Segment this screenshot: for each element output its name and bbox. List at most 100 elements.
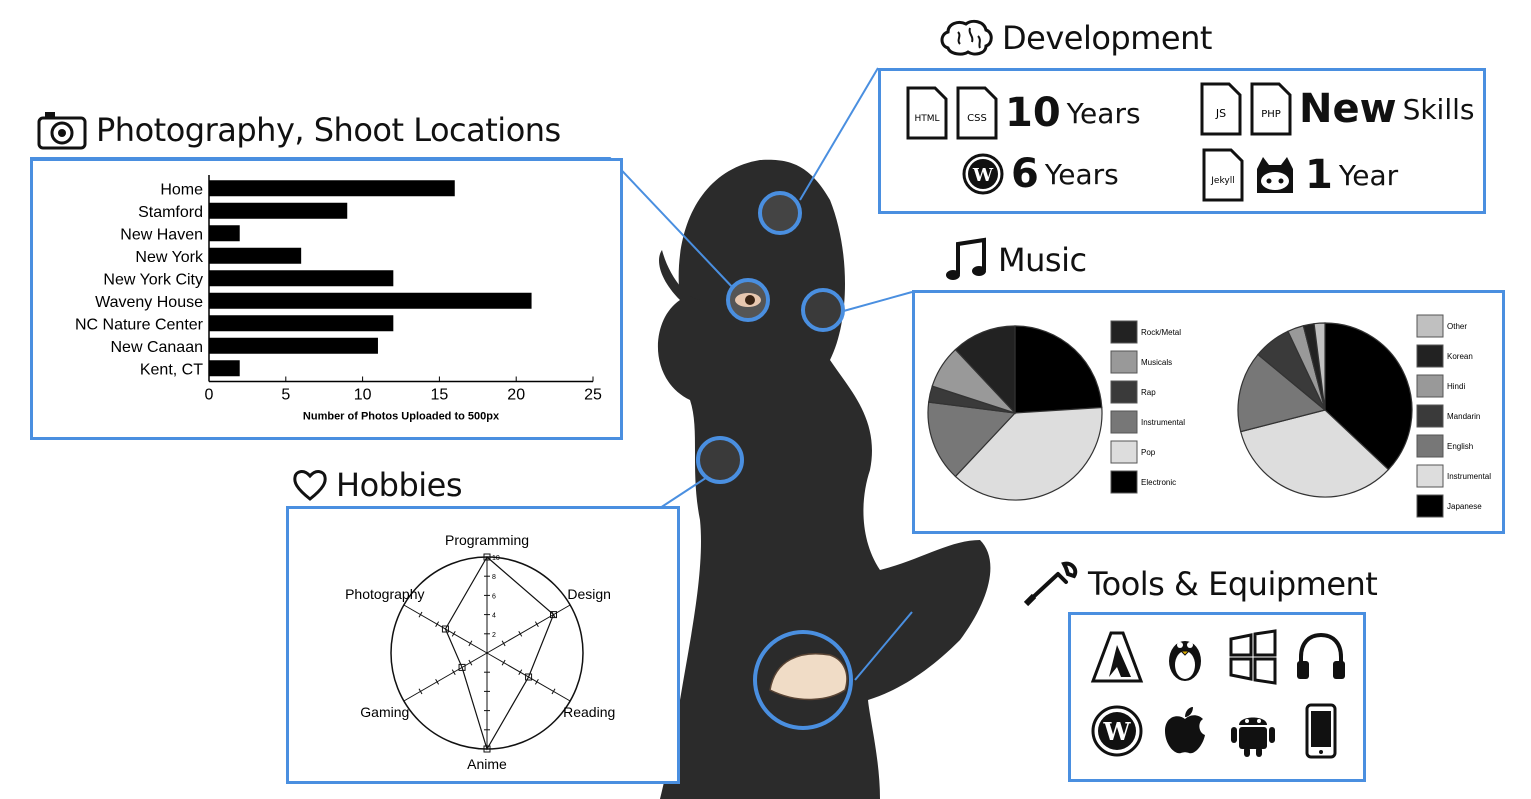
heart-icon (293, 470, 327, 501)
language-pie-legend-swatch (1416, 464, 1444, 488)
genre-pie-slice (954, 406, 1103, 501)
genre-pie-legend-swatch (1110, 440, 1138, 464)
bar (209, 315, 394, 332)
dev-row-jekyll-github: Jekyll 1 Year (1201, 147, 1398, 203)
bar (209, 360, 240, 377)
language-pie-slice (1237, 353, 1327, 433)
radar-point (483, 553, 491, 561)
language-pie-legend-label: Mandarin (1447, 412, 1480, 421)
svg-text:PHP: PHP (1261, 109, 1281, 120)
language-pie-legend-label: Hindi (1447, 382, 1465, 391)
x-axis-title: Number of Photos Uploaded to 500px (303, 411, 500, 423)
genre-pie-legend-swatch (1110, 380, 1138, 404)
windows-icon (1229, 629, 1277, 685)
language-pie-slice (1313, 322, 1326, 411)
radar-tick (435, 678, 440, 685)
svg-text:JS: JS (1215, 107, 1226, 120)
radar-axis (486, 604, 571, 654)
radar-tick-label: 4 (492, 613, 496, 620)
radar-tick (418, 688, 423, 695)
dev-jekyll-years: 1 (1305, 152, 1333, 198)
hobbies-panel: 2 4 6 8 10 Programming Design Reading Anime Gamin… (286, 506, 680, 784)
bar-category-label: Waveny House (95, 294, 203, 311)
genre-pie-slice (927, 401, 1017, 478)
bar-category-label: Kent, CT (140, 361, 203, 378)
language-pie-legend-label: Other (1447, 322, 1467, 331)
genre-pie-slice (954, 325, 1016, 415)
radar-axis-label: Reading (563, 704, 615, 720)
photography-title-text: Photography, Shoot Locations (96, 111, 561, 149)
radar-point (458, 663, 466, 671)
connector-development (799, 67, 879, 201)
connector-tools (854, 611, 913, 681)
connector-music (839, 291, 913, 313)
dev-row-js-php: JS PHP New Skills (1199, 81, 1474, 137)
github-icon (1257, 157, 1293, 193)
hair-circle (801, 288, 845, 332)
development-title: Development (938, 18, 1212, 58)
radar-tick (418, 611, 423, 618)
tools-title-text: Tools & Equipment (1088, 565, 1378, 603)
css-file-icon: CSS (956, 86, 998, 140)
radar-point (441, 625, 449, 633)
music-title-text: Music (998, 241, 1087, 279)
bar-category-label: New York City (103, 271, 203, 288)
adobe-icon (1090, 631, 1144, 683)
radar-tick (568, 602, 573, 608)
radar-axis-label: Design (567, 586, 611, 602)
svg-text:W: W (1103, 717, 1132, 746)
dev-html-css-unit: Years (1066, 96, 1141, 130)
camera-icon (37, 112, 87, 150)
language-pie-slice (1240, 409, 1390, 498)
x-tick-label: 20 (507, 387, 525, 404)
radar-tick-label: 2 (492, 632, 496, 639)
radar-axis-label: Photography (345, 586, 424, 602)
language-pie-legend-swatch (1416, 494, 1444, 518)
genre-pie-legend-label: Pop (1141, 448, 1156, 457)
x-tick-label: 5 (281, 387, 290, 404)
tools-title: Tools & Equipment (1024, 560, 1378, 608)
music-title: Music (944, 236, 1087, 284)
tools-panel: W (1068, 612, 1366, 782)
android-icon (1231, 717, 1275, 757)
dev-jekyll-unit: Year (1338, 158, 1399, 192)
head-top-circle (758, 191, 802, 235)
svg-text:W: W (972, 165, 994, 186)
bar-category-label: New Haven (120, 226, 203, 243)
neck-circle (696, 436, 744, 484)
genre-pie-legend-swatch (1110, 410, 1138, 434)
php-file-icon: PHP (1250, 82, 1292, 136)
x-tick-label: 15 (431, 387, 449, 404)
bar-category-label: NC Nature Center (75, 316, 204, 333)
radar-tick-label: 10 (492, 555, 500, 562)
jekyll-file-icon: Jekyll (1202, 148, 1244, 202)
genre-pie-legend-swatch (1110, 350, 1138, 374)
x-tick-label: 25 (584, 387, 602, 404)
radar-tick (551, 688, 556, 695)
html-file-icon: HTML (906, 86, 948, 140)
radar-tick (451, 630, 456, 637)
bar-category-label: Home (160, 181, 203, 198)
radar-tick (534, 678, 539, 685)
radar-point (525, 673, 533, 681)
js-file-icon: JS (1200, 82, 1242, 136)
dev-wordpress-unit: Years (1044, 157, 1119, 191)
bar (209, 247, 302, 264)
brain-icon (940, 19, 993, 56)
genre-pie-legend-label: Musicals (1141, 358, 1172, 367)
radar-axis-label: Programming (445, 532, 529, 548)
photography-title: Photography, Shoot Locations (36, 108, 561, 152)
radar-tick (518, 630, 523, 637)
svg-text:HTML: HTML (914, 114, 939, 124)
radar-point (550, 611, 558, 619)
radar-tick-label: 6 (492, 593, 496, 600)
bar-category-label: Stamford (138, 204, 203, 221)
language-pie-slice (1324, 322, 1413, 471)
radar-tick (401, 602, 406, 608)
photo-locations-bar-chart: Home Stamford New Haven New York New York Ci… (75, 175, 602, 423)
genre-pie-legend-label: Rap (1141, 388, 1156, 397)
radar-axis-label: Gaming (360, 704, 409, 720)
radar-axis (403, 652, 488, 702)
radar-tick (435, 621, 440, 628)
